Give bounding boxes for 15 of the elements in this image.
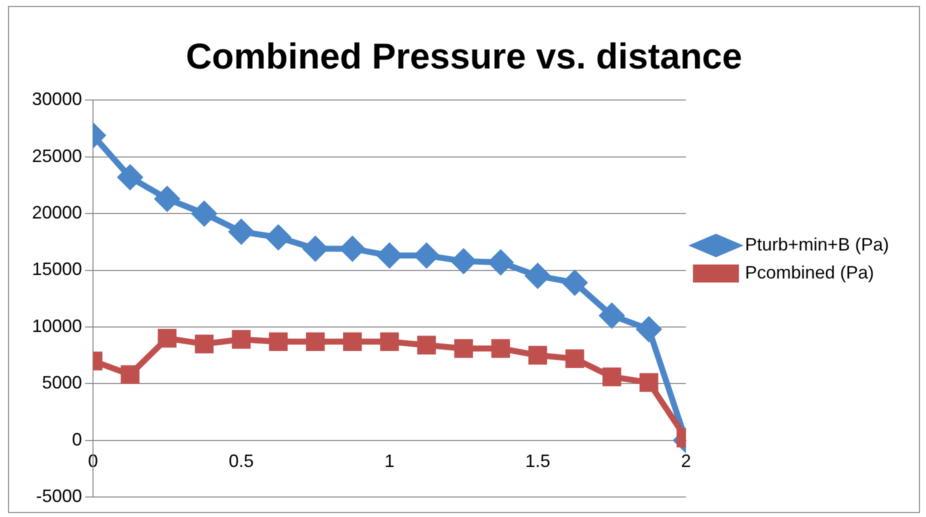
chart-title: Combined Pressure vs. distance <box>186 36 742 77</box>
x-tick-label: 0.5 <box>228 451 254 472</box>
y-tick-label: 0 <box>72 429 82 450</box>
y-tick-label: 25000 <box>32 146 82 166</box>
x-tick-label: 2 <box>680 451 691 472</box>
x-tick-label: 1.5 <box>525 451 550 472</box>
y-tick-label: -5000 <box>36 486 82 506</box>
y-tick-label: 20000 <box>32 202 82 223</box>
legend-label: Pcombined (Pa) <box>744 262 874 282</box>
y-tick-label: 5000 <box>42 372 82 393</box>
y-tick-label: 30000 <box>32 89 82 110</box>
y-tick-label: 15000 <box>32 259 82 280</box>
legend-label: Pturb+min+B (Pa) <box>744 234 889 254</box>
x-tick-label: 1 <box>384 451 395 472</box>
y-tick-label: 10000 <box>32 316 82 336</box>
